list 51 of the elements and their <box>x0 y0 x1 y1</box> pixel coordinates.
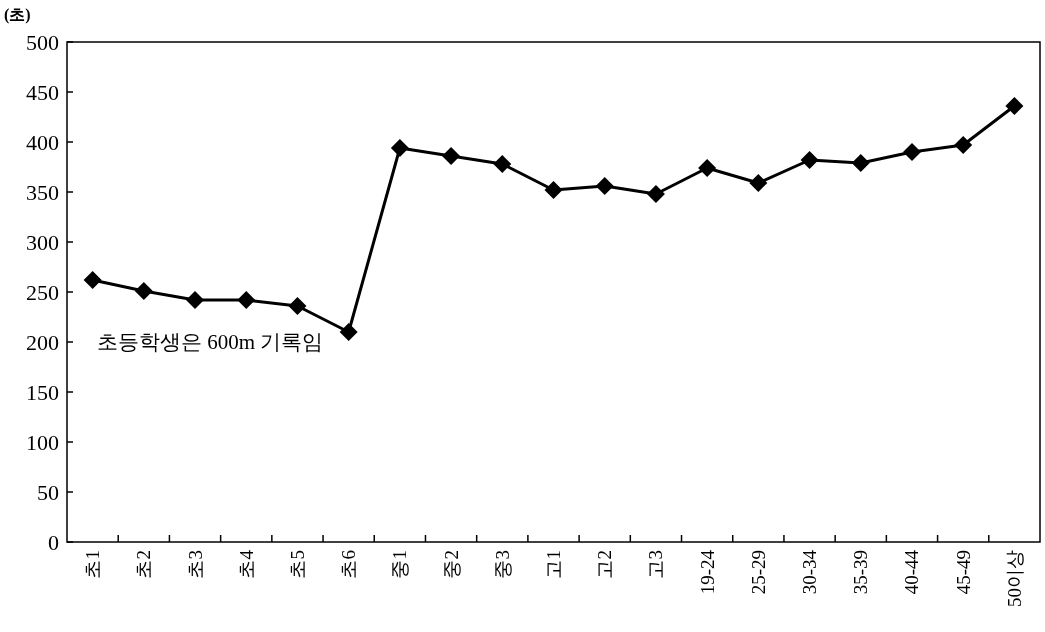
x-tick-label: 25-29 <box>747 550 769 595</box>
y-tick-label: 50 <box>37 479 59 505</box>
point <box>749 174 768 192</box>
y-tick-label: 150 <box>26 379 59 405</box>
y-tick-label: 250 <box>26 279 59 305</box>
x-tick-label: 초1 <box>82 550 104 579</box>
x-tick-label: 40-44 <box>901 549 923 595</box>
x-tick-label: 초4 <box>235 549 257 579</box>
point <box>339 323 358 341</box>
y-tick-label: 200 <box>26 329 59 355</box>
point <box>288 297 307 315</box>
y-tick-label: 100 <box>26 429 59 455</box>
point <box>237 291 256 309</box>
point <box>698 159 717 177</box>
annotation: 초등학생은 600m 기록임 <box>97 330 324 354</box>
point <box>390 139 409 157</box>
y-tick-label: 400 <box>26 129 59 155</box>
x-tick-label: 19-24 <box>696 549 718 595</box>
x-tick-label: 중3 <box>491 550 513 579</box>
x-tick-label: 30-34 <box>799 549 821 595</box>
point <box>851 154 870 172</box>
x-tick-label: 초3 <box>184 550 206 579</box>
x-tick-label: 초5 <box>286 550 308 579</box>
x-tick-label: 50이상 <box>1003 550 1025 607</box>
point <box>442 147 461 165</box>
point <box>83 271 102 289</box>
x-tick-label: 초6 <box>338 550 360 579</box>
x-tick-label: 고1 <box>543 550 564 579</box>
point <box>646 185 665 203</box>
y-tick-label: 500 <box>26 29 59 55</box>
y-axis-title: (초) <box>4 6 31 24</box>
point <box>493 155 512 173</box>
x-tick-label: 35-39 <box>850 550 872 595</box>
point <box>134 282 153 300</box>
y-tick-label: 450 <box>26 79 59 105</box>
point <box>186 291 205 309</box>
x-tick-label: 고2 <box>594 550 616 579</box>
point <box>902 143 921 161</box>
point <box>954 136 973 154</box>
x-tick-label: 중2 <box>440 550 462 579</box>
x-tick-label: 45-49 <box>952 550 974 595</box>
point <box>1005 97 1024 115</box>
y-tick-label: 0 <box>48 529 59 555</box>
x-tick-label: 고3 <box>645 550 667 579</box>
y-tick-label: 300 <box>26 229 59 255</box>
x-tick-label: 중1 <box>389 550 411 579</box>
point <box>595 177 614 195</box>
y-tick-label: 350 <box>26 179 59 205</box>
point <box>800 151 819 169</box>
point <box>544 181 563 199</box>
x-tick-label: 초2 <box>133 550 155 579</box>
